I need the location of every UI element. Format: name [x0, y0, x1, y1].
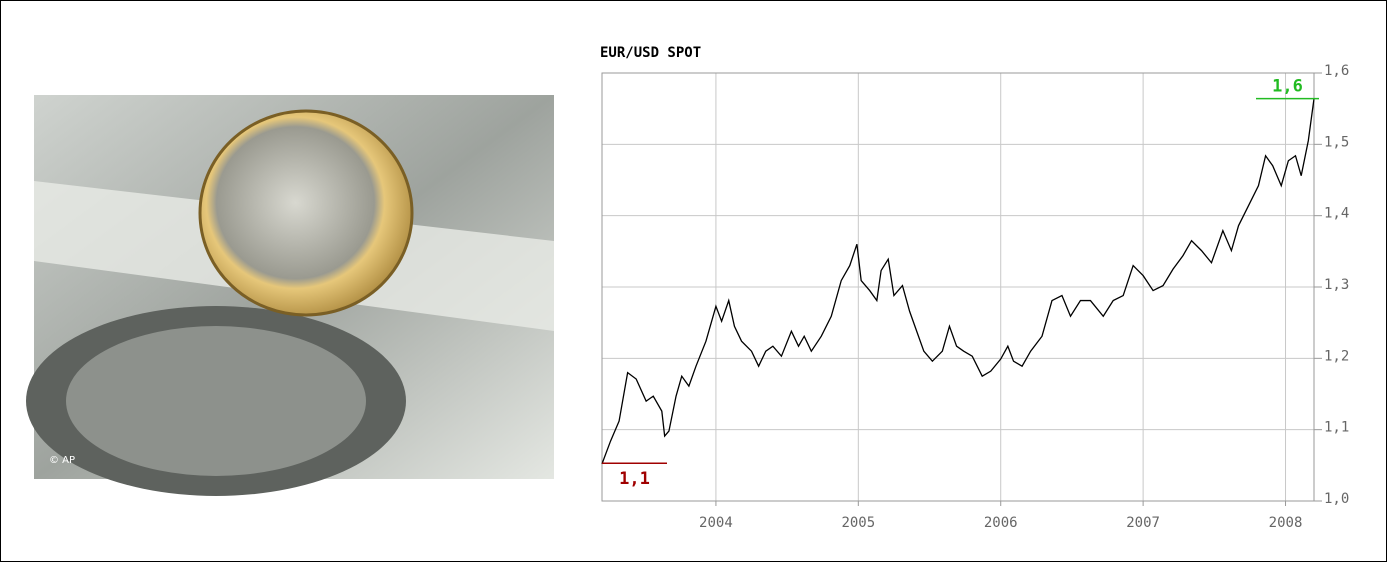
- y-tick-label: 1,4: [1324, 206, 1349, 222]
- y-tick-label: 1,2: [1324, 348, 1349, 364]
- page: © AP EUR/USD SPOT 1,0 1,1 1,2 1,3 1,4 1,5 1,6 2…: [0, 0, 1387, 562]
- x-tick-label: 2008: [1269, 515, 1303, 531]
- x-tick-label: 2007: [1126, 515, 1160, 531]
- price-line: [602, 99, 1314, 464]
- chart-title: EUR/USD SPOT: [600, 45, 701, 61]
- x-tick-label: 2006: [984, 515, 1018, 531]
- y-tick-label: 1,5: [1324, 134, 1349, 150]
- x-tick-label: 2004: [699, 515, 733, 531]
- photo: © AP: [26, 95, 554, 496]
- y-tick-label: 1,1: [1324, 420, 1349, 436]
- annotation-label: 1,6: [1272, 77, 1303, 97]
- canvas: © AP EUR/USD SPOT 1,0 1,1 1,2 1,3 1,4 1,5 1,6 2…: [1, 1, 1386, 561]
- y-tick-label: 1,6: [1324, 63, 1349, 79]
- photo-credit: © AP: [49, 455, 75, 466]
- annotation-label: 1,1: [619, 469, 650, 489]
- y-tick-label: 1,0: [1324, 491, 1349, 507]
- y-tick-label: 1,3: [1324, 277, 1349, 293]
- x-tick-label: 2005: [841, 515, 875, 531]
